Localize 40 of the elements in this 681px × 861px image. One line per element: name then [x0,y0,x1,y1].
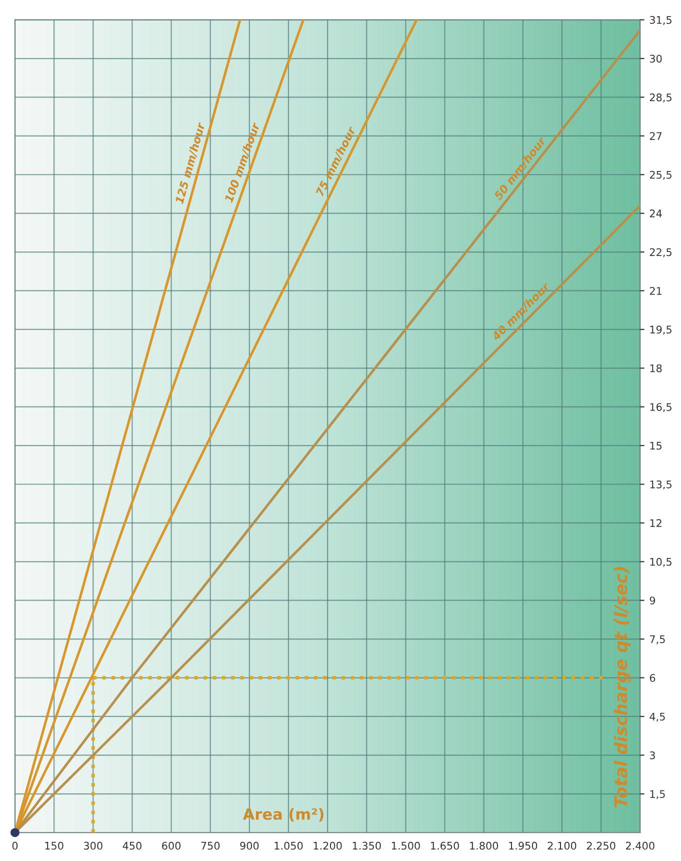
y-tick-label: 28,5 [650,93,672,102]
y-tick-label: 18 [650,364,662,372]
x-tick-label: 2.100 [548,842,576,850]
y-tick-label: 6 [650,674,656,682]
y-tick-label: 4,5 [650,712,665,722]
x-axis-title: Area (m²) [242,808,324,822]
y-tick-label: 3 [650,751,655,760]
x-tick-label: 300 [84,842,102,850]
y-tick-label: 13,5 [650,480,672,490]
y-tick-label: 22,5 [650,248,672,258]
y-tick-label: 16,5 [650,403,672,412]
y-tick-label: 27 [650,132,662,140]
y-axis-title: Total discharge qt (l/sec) [614,567,631,808]
y-tick-label: 31,5 [650,16,672,25]
x-tick-label: 2.250 [586,842,616,850]
y-tick-label: 15 [650,442,662,450]
y-tick-label: 30 [650,54,662,63]
x-tick-label: 1.350 [352,842,381,850]
y-tick-label: 25,5 [650,170,672,180]
x-tick-label: 1.950 [509,842,538,850]
y-tick-label: 21 [650,286,662,295]
x-tick-label: 600 [162,842,181,850]
x-tick-label: 1.500 [392,842,420,850]
x-tick-label: 2.400 [626,842,654,850]
y-tick-label: 1,5 [650,790,665,800]
x-tick-label: 1.800 [470,842,498,850]
y-tick-label: 10,5 [650,558,672,567]
x-tick-label: 1.650 [431,842,459,850]
x-tick-label: 0 [12,842,18,850]
x-tick-label: 450 [122,842,142,850]
y-tick-label: 12 [650,519,662,527]
x-tick-label: 150 [45,842,64,850]
x-tick-label: 750 [201,842,220,850]
y-tick-label: 7,5 [650,635,665,644]
y-tick-label: 9 [650,596,656,604]
y-tick-label: 24 [650,210,662,218]
x-tick-label: 900 [240,842,259,850]
y-tick-label: 19,5 [650,326,672,335]
x-tick-label: 1.050 [274,842,303,850]
x-tick-label: 1.200 [314,842,342,850]
